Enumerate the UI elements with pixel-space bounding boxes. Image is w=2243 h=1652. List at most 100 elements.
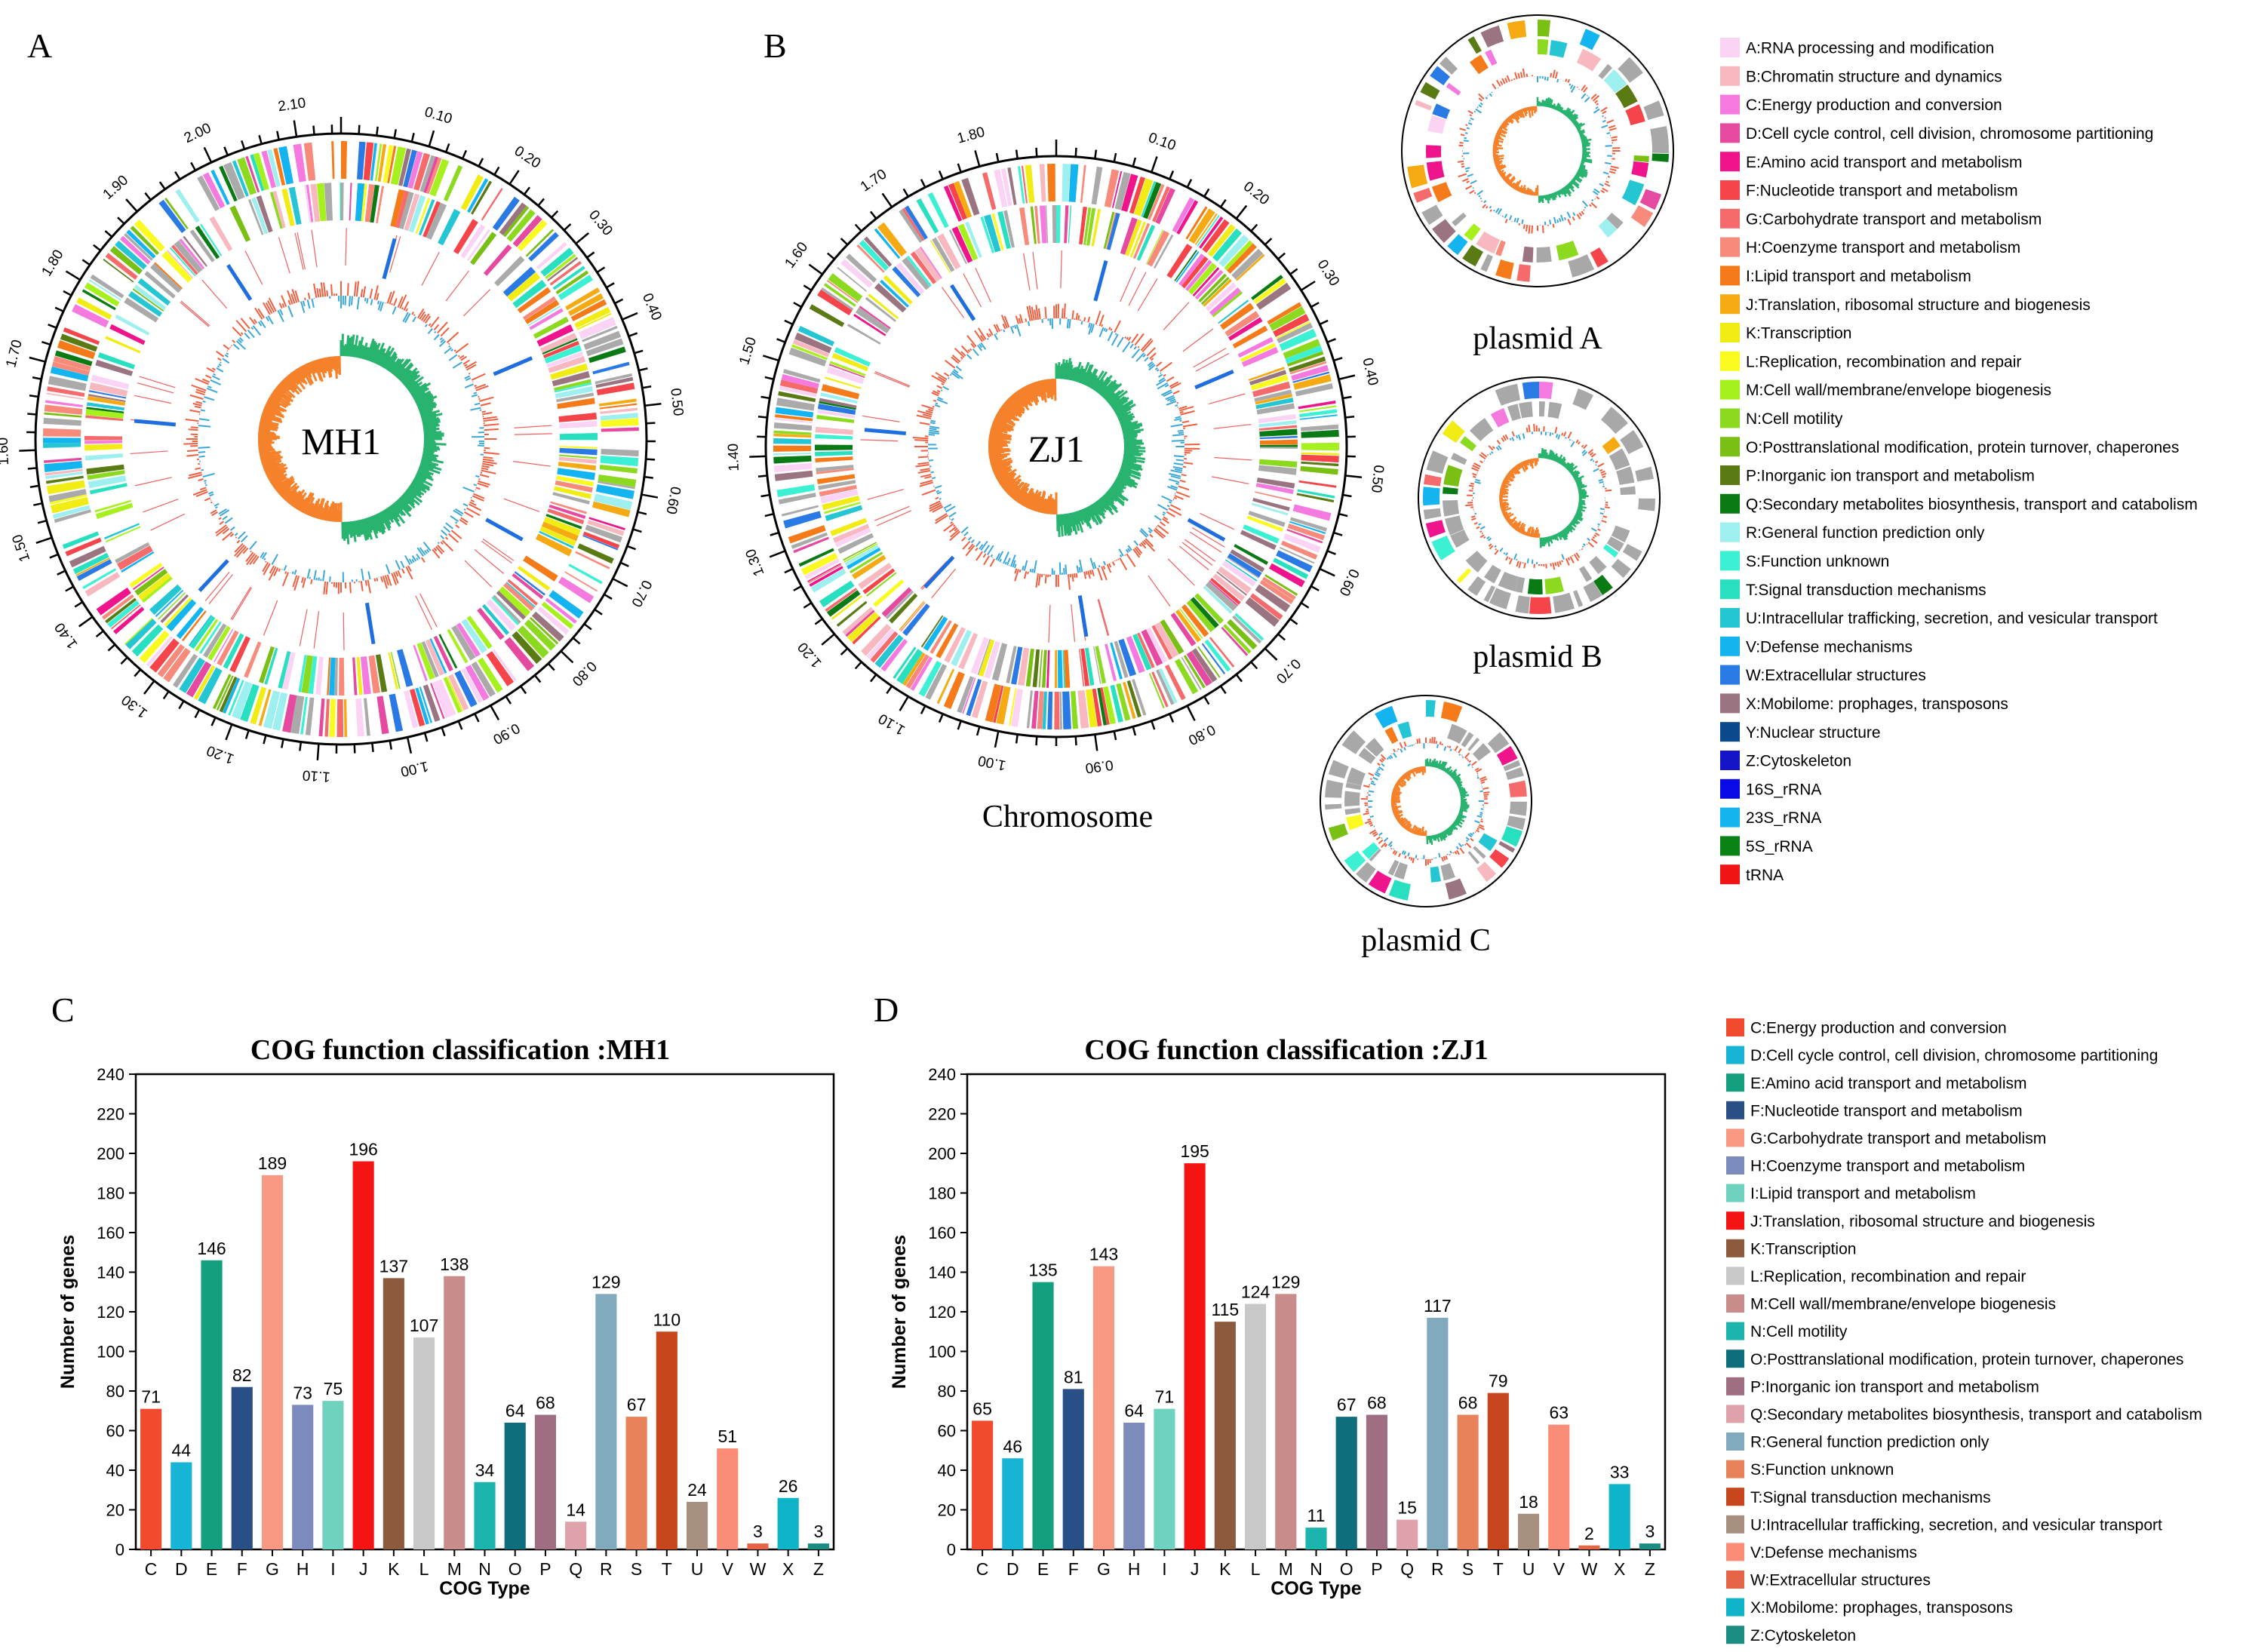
zj1-chart-xtick-label: S (1462, 1559, 1473, 1579)
mh1-tick-label: 0.70 (628, 577, 655, 609)
mh1-chart-ytick-label: 120 (97, 1303, 124, 1322)
mh1-tick-label: 0.50 (667, 388, 686, 417)
chart-legend-label: M:Cell wall/membrane/envelope biogenesis (1750, 1296, 2056, 1313)
zj1-chart-value-label: 124 (1241, 1282, 1271, 1302)
circle-legend-swatch (1720, 237, 1740, 257)
circle-legend-label: R:General function prediction only (1746, 524, 1985, 542)
chart-legend-label: C:Energy production and conversion (1750, 1020, 2007, 1037)
mh1-tick-label: 1.50 (10, 533, 34, 564)
mh1-chart-ylabel: Number of genes (57, 1235, 78, 1389)
zj1-chart-value-label: 79 (1489, 1371, 1508, 1391)
circle-legend-swatch (1720, 94, 1740, 115)
zj1-tick-label: 0.60 (1335, 567, 1362, 598)
circle-legend-label: M:Cell wall/membrane/envelope biogenesis (1746, 382, 2051, 399)
mh1-chart-bar-X (777, 1497, 799, 1549)
mh1-chart-xtick-label: Q (569, 1559, 582, 1579)
circle-legend-swatch (1720, 665, 1740, 685)
mh1-chart-value-label: 68 (536, 1393, 555, 1413)
chart-legend-label: I:Lipid transport and metabolism (1750, 1185, 1976, 1202)
zj1-tick-label: 0.90 (1084, 757, 1114, 776)
mh1-chart-bar-L (413, 1337, 435, 1549)
zj1-chart-xtick-label: V (1553, 1559, 1565, 1579)
bar-chart-mh1: COG function classification :MH1 0 20 40 60 8… (57, 1034, 835, 1599)
circle-legend-swatch (1720, 408, 1740, 428)
circle-legend-swatch (1720, 38, 1740, 57)
zj1-tick-label: 1.70 (858, 166, 890, 195)
mh1-tick-label: 1.80 (38, 247, 66, 280)
plasmid-a-ring (1401, 14, 1674, 287)
zj1-chart-bar-U (1517, 1513, 1540, 1549)
mh1-chart-bar-K (383, 1278, 404, 1549)
plasmid-a-caption: plasmid A (1473, 321, 1602, 356)
mh1-chart-value-label: 110 (653, 1310, 681, 1329)
zj1-chart-xtick-label: O (1340, 1559, 1353, 1579)
mh1-chart-bar-F (231, 1386, 253, 1549)
plasmid-b-caption: plasmid B (1473, 640, 1602, 674)
zj1-chart-bar-N (1305, 1528, 1327, 1549)
plasmid-b-ring (1418, 376, 1661, 619)
mh1-tick-label: 0.30 (585, 207, 616, 239)
circle-legend-swatch (1720, 778, 1740, 799)
mh1-chart-title: COG function classification :MH1 (250, 1034, 670, 1066)
circle-legend-swatch (1720, 722, 1740, 742)
zj1-tick-label: 1.40 (726, 443, 742, 471)
chart-legend-label: W:Extracellular structures (1750, 1572, 1931, 1589)
mh1-chart-value-label: 71 (141, 1387, 161, 1407)
mh1-chart-bar-W (747, 1543, 769, 1549)
zj1-chart-xtick-label: I (1162, 1559, 1166, 1579)
zj1-chart-bar-S (1457, 1414, 1479, 1549)
zj1-chart-xtick-label: Q (1400, 1559, 1414, 1579)
zj1-chart-value-label: 135 (1028, 1260, 1057, 1280)
zj1-chart-value-label: 81 (1064, 1367, 1083, 1386)
mh1-chart-value-label: 146 (197, 1239, 226, 1258)
mh1-chart-value-label: 129 (591, 1272, 620, 1291)
mh1-chart-value-label: 75 (324, 1379, 343, 1399)
mh1-chart-xtick-label: J (359, 1559, 368, 1579)
circle-legend-label: B:Chromatin structure and dynamics (1746, 68, 2002, 85)
chart-legend-label: K:Transcription (1750, 1240, 1856, 1257)
mh1-tick-label: 0.80 (569, 658, 600, 689)
mh1-chart-value-label: 189 (258, 1153, 287, 1173)
mh1-chart-bar-U (686, 1502, 708, 1549)
circle-legend-label: Z:Cytoskeleton (1746, 753, 1851, 770)
mh1-chart-value-label: 14 (566, 1500, 585, 1519)
mh1-chart-value-label: 67 (627, 1395, 647, 1414)
zj1-tick-label: 1.30 (743, 547, 768, 579)
zj1-chart-bar-X (1609, 1484, 1630, 1549)
mh1-chart-value-label: 107 (410, 1316, 438, 1335)
circle-legend-label: S:Function unknown (1746, 553, 1889, 570)
mh1-chart-ytick-label: 60 (106, 1422, 124, 1441)
mh1-chart-xtick-label: H (297, 1559, 309, 1579)
zj1-chart-value-label: 115 (1212, 1300, 1240, 1319)
genome-map-mh1: 0.10 0.20 0.30 0.40 0.50 0.60 0.70 0.80 0.90 1.00… (0, 95, 686, 785)
chart-legend-swatch (1726, 1571, 1744, 1589)
chart-legend-label: V:Defense mechanisms (1750, 1544, 1917, 1561)
zj1-chart-value-label: 68 (1458, 1393, 1478, 1413)
plasmid-c-map (1320, 695, 1532, 907)
circle-legend-label: G:Carbohydrate transport and metabolism (1746, 210, 2042, 228)
circle-legend-swatch (1720, 323, 1740, 342)
mh1-chart-value-label: 138 (440, 1254, 469, 1274)
chart-legend-swatch (1726, 1073, 1744, 1092)
circle-legend-label: F:Nucleotide transport and metabolism (1746, 183, 2018, 200)
chart-legend-label: U:Intracellular trafficking, secretion, … (1750, 1516, 2162, 1534)
circle-legend-swatch (1720, 864, 1740, 885)
zj1-chart-value-label: 18 (1519, 1492, 1538, 1512)
chart-legend-swatch (1726, 1294, 1744, 1313)
plasmid-b-map (1418, 376, 1661, 619)
zj1-chart-xtick-label: D (1006, 1559, 1019, 1579)
zj1-tick-label: 0.70 (1273, 656, 1304, 686)
mh1-chart-xtick-label: F (237, 1559, 247, 1579)
mh1-chart-xtick-label: C (145, 1559, 158, 1579)
zj1-tick-label: 0.80 (1186, 721, 1218, 748)
circle-legend-label: L:Replication, recombination and repair (1746, 353, 2021, 370)
bar-chart-zj1: COG function classification :ZJ1 0 20 40 60 8… (889, 1034, 1667, 1599)
circle-legend-label: T:Signal transduction mechanisms (1746, 582, 1986, 599)
mh1-chart-xtick-label: O (509, 1559, 522, 1579)
mh1-chart-bar-C (140, 1408, 162, 1549)
mh1-chart-xtick-label: U (691, 1559, 704, 1579)
chart-legend-swatch (1726, 1543, 1744, 1561)
mh1-chart-ytick-label: 220 (97, 1105, 124, 1124)
zj1-chart-ytick-label: 220 (928, 1105, 956, 1124)
